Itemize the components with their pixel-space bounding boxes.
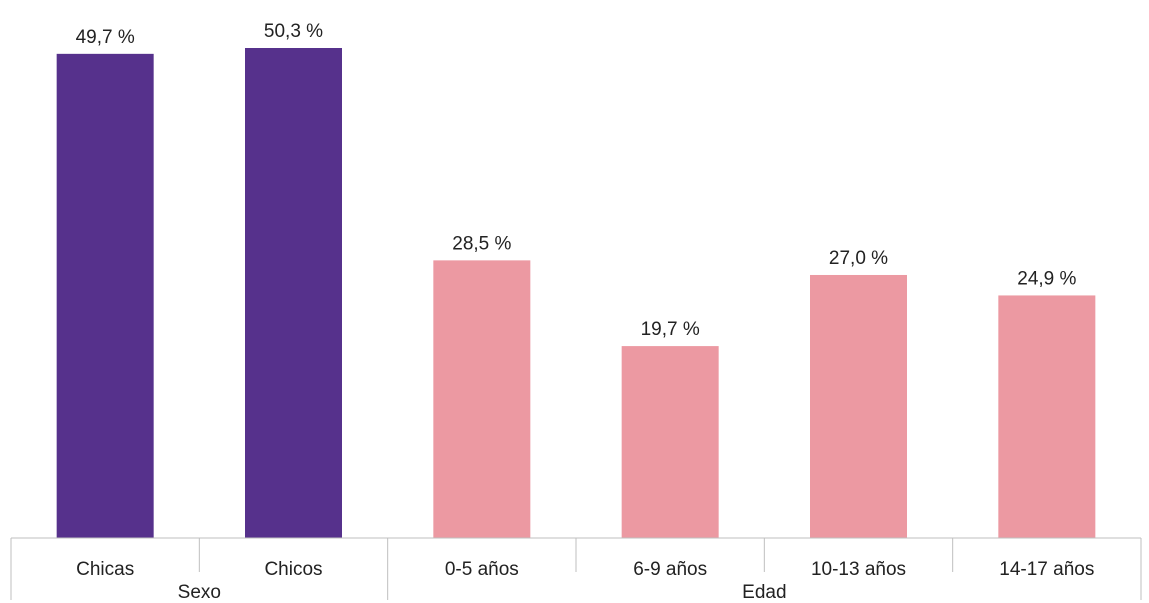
labels-layer: 49,7 % Chicas 50,3 % Chicos 28,5 % 0-5 años 19… [76,21,1095,603]
bar-5 [998,295,1096,538]
bar-0 [56,53,154,538]
category-label-4: 10-13 años [811,559,906,580]
category-label-2: 0-5 años [445,559,519,580]
bar-1 [245,48,342,538]
value-label-0: 49,7 % [76,27,135,48]
category-label-1: Chicos [264,559,322,580]
bars-layer [56,48,1096,538]
value-label-3: 19,7 % [641,319,700,340]
value-label-5: 24,9 % [1017,268,1076,289]
bar-2 [433,260,531,538]
value-label-2: 28,5 % [452,233,511,254]
category-label-3: 6-9 años [633,559,707,580]
category-label-5: 14-17 años [999,559,1094,580]
value-label-1: 50,3 % [264,21,323,42]
bar-3 [621,346,719,538]
category-axis [10,537,1142,600]
category-label-0: Chicas [76,559,134,580]
group-label-0: Sexo [178,582,221,603]
bar-4 [810,274,907,538]
value-label-4: 27,0 % [829,248,888,269]
group-label-1: Edad [742,582,786,603]
